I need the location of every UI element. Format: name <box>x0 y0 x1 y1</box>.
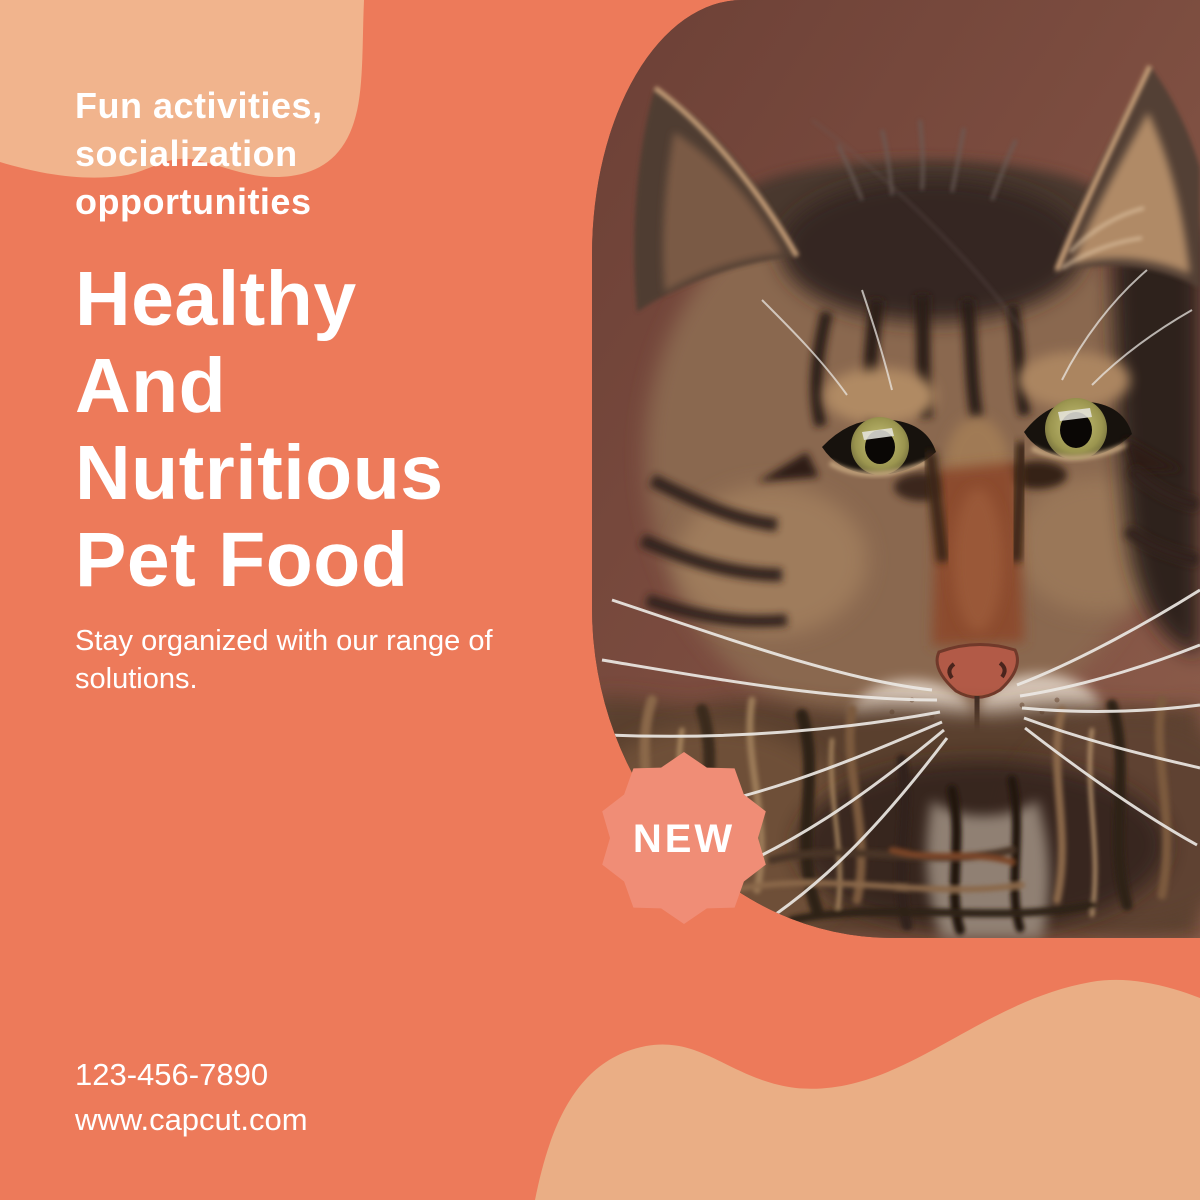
eyebrow-line-1: Fun activities, <box>75 85 323 126</box>
cat-ears <box>634 64 1200 312</box>
website-url: www.capcut.com <box>75 1102 308 1137</box>
eyebrow-text: Fun activities, socialization opportunit… <box>75 82 323 226</box>
title-line-3: Nutritious <box>75 430 444 516</box>
bottom-wave-shape <box>535 979 1200 1200</box>
cat-illustration <box>592 0 1200 938</box>
top-left-blob-shape <box>0 0 364 178</box>
blob-path <box>0 0 364 178</box>
eyebrow-line-3: opportunities <box>75 181 312 222</box>
new-badge-label: NEW <box>633 817 735 861</box>
title-line-2: And <box>75 343 227 429</box>
nose-leather <box>935 642 1019 699</box>
phone-number: 123-456-7890 <box>75 1057 269 1092</box>
wave-path <box>535 979 1200 1200</box>
title-line-4: Pet Food <box>75 517 409 603</box>
cat-photo <box>592 0 1200 938</box>
title-line-1: Healthy <box>75 256 357 342</box>
main-title: Healthy And Nutritious Pet Food <box>75 256 444 604</box>
new-badge: NEW <box>602 752 766 924</box>
subtitle-text: Stay organized with our range of solutio… <box>75 625 493 695</box>
starburst-shape <box>602 752 766 924</box>
left-brow-patch <box>824 368 936 424</box>
fur-wisps <box>811 119 1023 331</box>
cat-eyes <box>757 398 1182 501</box>
contact-block: 123-456-7890 www.capcut.com <box>75 1052 308 1142</box>
eyebrow-line-2: socialization <box>75 133 298 174</box>
right-brow-patch <box>1018 352 1130 408</box>
cheek-stripes <box>639 465 1200 628</box>
